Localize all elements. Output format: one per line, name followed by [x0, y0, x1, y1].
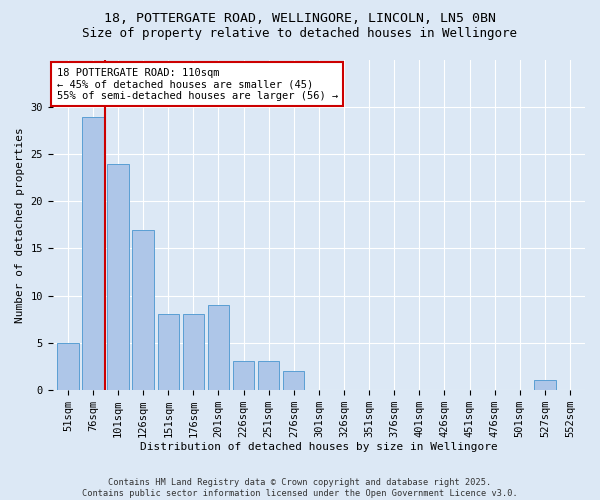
Text: Contains HM Land Registry data © Crown copyright and database right 2025.
Contai: Contains HM Land Registry data © Crown c…: [82, 478, 518, 498]
Bar: [233, 362, 254, 390]
Text: Size of property relative to detached houses in Wellingore: Size of property relative to detached ho…: [83, 28, 517, 40]
Bar: [208, 305, 229, 390]
Bar: [133, 230, 154, 390]
Bar: [258, 362, 280, 390]
Bar: [82, 116, 104, 390]
X-axis label: Distribution of detached houses by size in Wellingore: Distribution of detached houses by size …: [140, 442, 498, 452]
Y-axis label: Number of detached properties: Number of detached properties: [15, 127, 25, 322]
Bar: [158, 314, 179, 390]
Bar: [283, 371, 304, 390]
Bar: [107, 164, 129, 390]
Bar: [534, 380, 556, 390]
Text: 18, POTTERGATE ROAD, WELLINGORE, LINCOLN, LN5 0BN: 18, POTTERGATE ROAD, WELLINGORE, LINCOLN…: [104, 12, 496, 26]
Bar: [182, 314, 204, 390]
Text: 18 POTTERGATE ROAD: 110sqm
← 45% of detached houses are smaller (45)
55% of semi: 18 POTTERGATE ROAD: 110sqm ← 45% of deta…: [56, 68, 338, 100]
Bar: [57, 342, 79, 390]
